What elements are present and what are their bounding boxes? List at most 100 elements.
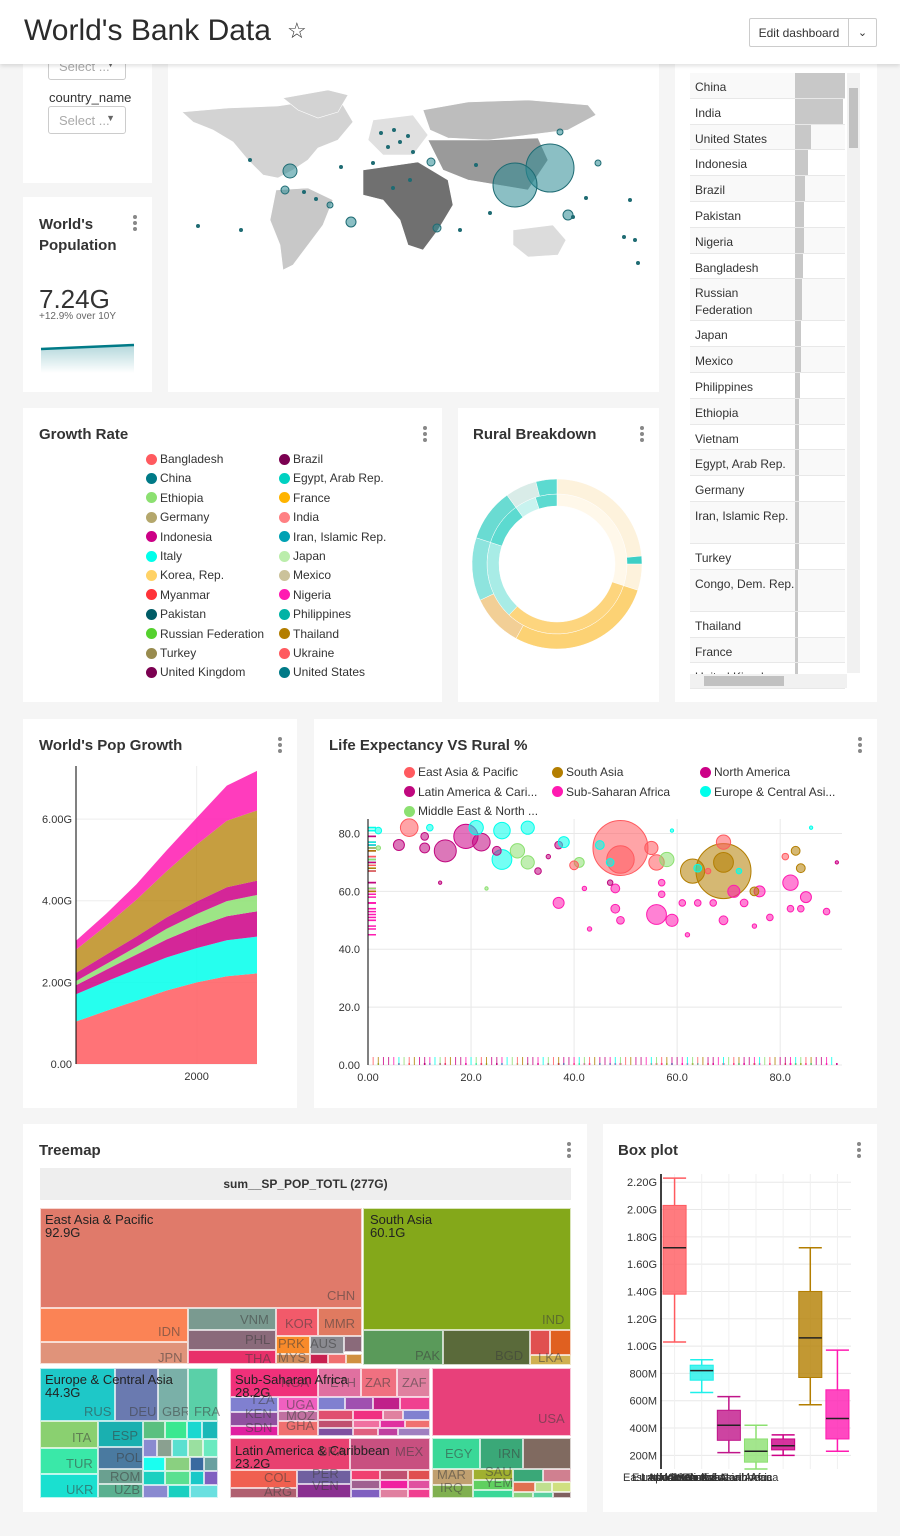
treemap-cell[interactable] (408, 1480, 430, 1489)
scatter-point[interactable] (472, 832, 491, 852)
legend-item[interactable]: Ukraine (279, 646, 334, 660)
scatter-point[interactable] (509, 843, 526, 859)
scatter-point[interactable] (693, 863, 703, 873)
country-name-select[interactable]: Select ... ▼ (48, 106, 126, 134)
scatter-point[interactable] (781, 852, 790, 861)
treemap-cell[interactable] (318, 1428, 353, 1436)
table-row[interactable]: Japan (690, 321, 845, 348)
scatter-point[interactable] (727, 884, 741, 898)
treemap-cell[interactable] (188, 1368, 218, 1421)
box-sub-saharan-africa[interactable] (825, 1349, 850, 1452)
treemap-cell[interactable] (533, 1492, 553, 1498)
scatter-point[interactable] (704, 867, 712, 875)
treemap-cell[interactable] (552, 1482, 571, 1492)
table-row[interactable]: Mexico (690, 347, 845, 373)
treemap-cell[interactable] (373, 1397, 400, 1410)
table-row[interactable]: Ethiopia (690, 398, 845, 425)
scatter-point[interactable] (606, 879, 614, 886)
more-options-icon[interactable] (857, 1142, 861, 1158)
scatter-point[interactable] (713, 852, 734, 873)
life-expectancy-scatter[interactable]: 0.000.00 20.0 20.0 40.0 40.0 60.0 60.0 80.0 80.0 (314, 719, 877, 1108)
treemap-cell[interactable] (165, 1457, 190, 1471)
area-series-north-america[interactable] (76, 880, 257, 982)
area-series-europe-central-asia[interactable] (76, 936, 257, 1022)
legend-item[interactable]: China (146, 471, 191, 485)
treemap-cell[interactable] (143, 1421, 165, 1439)
treemap-cell[interactable] (40, 1421, 98, 1448)
scatter-point[interactable] (616, 915, 625, 925)
treemap-cell[interactable] (543, 1469, 571, 1482)
legend-item[interactable]: United States (279, 665, 365, 679)
legend-item[interactable]: Middle East & North ... (404, 804, 538, 818)
treemap-chart[interactable]: CHN IDN JPN VNM PHL THA KOR MMR PRK AUS MYS East As… (40, 1208, 571, 1499)
treemap-cell[interactable] (344, 1336, 362, 1352)
scatter-point[interactable] (420, 832, 430, 841)
treemap-cell[interactable] (188, 1439, 203, 1457)
scatter-point[interactable] (520, 820, 535, 835)
scatter-point[interactable] (657, 878, 666, 887)
treemap-cell[interactable] (318, 1420, 353, 1428)
legend-item[interactable]: Bangladesh (146, 452, 223, 466)
chevron-down-icon[interactable]: ⌄ (848, 18, 877, 47)
treemap-cell[interactable] (346, 1354, 362, 1364)
scatter-point[interactable] (375, 845, 382, 851)
treemap-cell[interactable] (443, 1330, 530, 1365)
treemap-cell[interactable] (480, 1438, 523, 1469)
treemap-cell[interactable] (361, 1368, 397, 1397)
table-row[interactable]: Turkey (690, 543, 845, 570)
legend-item[interactable]: Brazil (279, 452, 323, 466)
legend-item[interactable]: South Asia (552, 765, 623, 779)
treemap-cell[interactable] (190, 1485, 218, 1498)
treemap-cell[interactable] (398, 1428, 430, 1436)
treemap-cell[interactable] (310, 1336, 344, 1354)
table-row[interactable]: United States (690, 124, 845, 151)
scatter-point[interactable] (557, 836, 570, 849)
treemap-cell[interactable] (143, 1439, 157, 1457)
legend-item[interactable]: Japan (279, 549, 326, 563)
treemap-cell[interactable] (202, 1421, 218, 1439)
treemap-cell[interactable] (378, 1428, 398, 1436)
table-row[interactable]: Germany (690, 476, 845, 502)
edit-dashboard-button[interactable]: Edit dashboard (749, 18, 849, 47)
more-options-icon[interactable] (858, 737, 862, 753)
treemap-cell[interactable] (400, 1397, 430, 1410)
table-row[interactable]: Russian Federation (690, 279, 845, 322)
treemap-cell[interactable] (408, 1489, 430, 1498)
scatter-point[interactable] (437, 880, 443, 885)
scatter-point[interactable] (493, 821, 511, 840)
legend-item[interactable]: Mexico (279, 568, 331, 582)
treemap-cell[interactable] (318, 1410, 353, 1420)
legend-item[interactable]: United Kingdom (146, 665, 245, 679)
box-north-america[interactable] (771, 1434, 796, 1457)
treemap-cell[interactable] (230, 1368, 318, 1397)
scatter-point[interactable] (491, 845, 502, 856)
scatter-point[interactable] (796, 904, 805, 913)
treemap-cell[interactable] (40, 1474, 98, 1498)
scatter-point[interactable] (709, 899, 717, 907)
table-row[interactable]: Vietnam (690, 424, 845, 451)
treemap-cell[interactable] (380, 1420, 405, 1428)
more-options-icon[interactable] (567, 1142, 571, 1158)
table-row[interactable]: India (690, 98, 845, 125)
treemap-cell[interactable] (351, 1480, 380, 1489)
scatter-point[interactable] (426, 823, 434, 832)
treemap-header[interactable]: sum__SP_POP_TOTL (277G) (40, 1168, 571, 1200)
box-east-asia-pacific[interactable] (662, 1177, 687, 1343)
treemap-cell[interactable] (513, 1492, 533, 1498)
scatter-point[interactable] (610, 883, 621, 894)
world-map[interactable] (168, 50, 659, 392)
scatter-point[interactable] (520, 855, 535, 870)
table-horizontal-scrollbar[interactable] (690, 674, 847, 688)
treemap-cell[interactable] (353, 1428, 378, 1436)
scatter-point[interactable] (669, 828, 675, 833)
legend-item[interactable]: Pakistan (146, 607, 206, 621)
table-row[interactable]: France (690, 637, 845, 664)
scrollbar-thumb[interactable] (704, 676, 784, 686)
scatter-point[interactable] (782, 874, 799, 891)
scatter-point[interactable] (678, 899, 687, 907)
more-options-icon[interactable] (278, 737, 282, 753)
treemap-cell[interactable] (157, 1439, 172, 1457)
treemap-cell[interactable] (98, 1447, 143, 1469)
treemap-cell[interactable] (230, 1397, 278, 1412)
treemap-cell[interactable] (143, 1485, 168, 1498)
